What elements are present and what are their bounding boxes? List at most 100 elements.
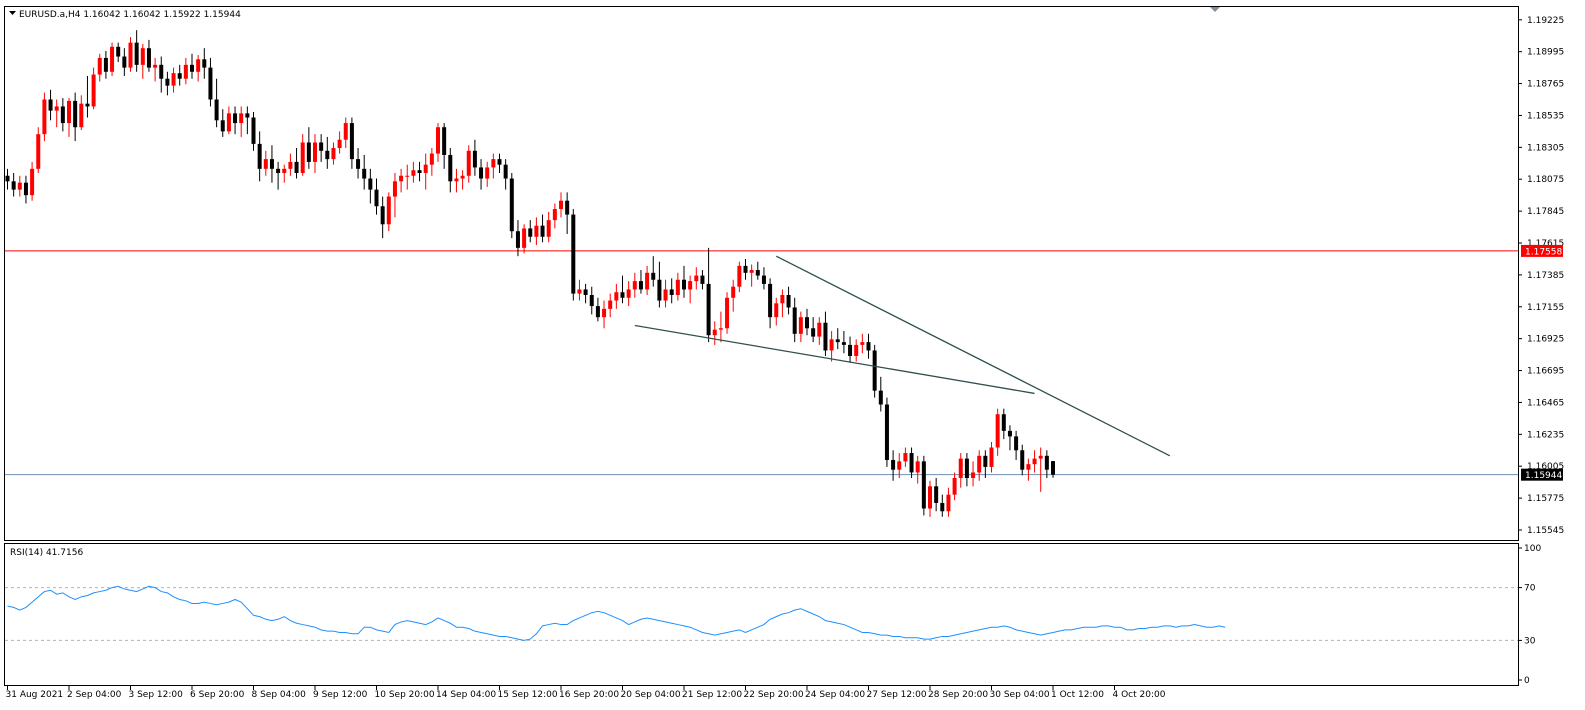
candle [645, 265, 650, 295]
candle-body [829, 339, 834, 351]
candle [411, 161, 416, 183]
candle-body [928, 486, 932, 509]
candle-body [694, 275, 699, 282]
lower-trendline[interactable] [634, 324, 1035, 395]
candle [755, 261, 760, 280]
candle [294, 148, 299, 179]
candle-body [552, 209, 557, 221]
candle-body [239, 113, 244, 124]
time-tick-label: 1 Oct 12:00 [1051, 690, 1104, 700]
candle-body [460, 175, 465, 179]
candle [964, 453, 969, 487]
candle [595, 297, 600, 322]
candle [23, 175, 28, 204]
candle [257, 131, 262, 182]
candle-body [669, 289, 674, 295]
candle-body [374, 189, 379, 207]
candle [928, 480, 932, 517]
price-tick-label: 1.16235 [1527, 430, 1564, 440]
candle-body [663, 289, 668, 301]
candle [577, 279, 582, 301]
candle [989, 441, 994, 473]
candle-body [688, 281, 693, 290]
candle [472, 139, 477, 176]
rsi-tick-label: 100 [1524, 544, 1541, 554]
rsi-line [7, 585, 1226, 641]
candle-body [97, 57, 102, 75]
candle [1032, 450, 1037, 473]
time-tick-label: 15 Sep 12:00 [498, 690, 558, 700]
candle-body [503, 164, 508, 179]
candle [313, 134, 317, 173]
candle [288, 153, 293, 176]
time-tick-label: 10 Sep 20:00 [375, 690, 435, 700]
candle [1044, 450, 1049, 478]
candle-body [971, 472, 976, 478]
candle [128, 37, 133, 72]
rsi-plot-area[interactable] [5, 585, 1518, 641]
candle-body [331, 148, 336, 160]
candle-body [964, 458, 969, 478]
time-axis[interactable]: 31 Aug 2021 2 Sep 04:00 3 Sep 12:00 6 Sep 2… [6, 686, 1166, 700]
candle [712, 321, 717, 345]
candle-body [220, 120, 225, 132]
candle [823, 311, 828, 356]
candle-body [288, 161, 293, 169]
candle [171, 67, 176, 93]
price-axis[interactable]: 1.19225 1.18995 1.18765 1.18535 1.18305 1.180… [1518, 16, 1564, 536]
candle-body [921, 461, 926, 509]
candle-body [5, 175, 10, 182]
candle [325, 136, 330, 169]
candle [183, 57, 188, 85]
time-tick-label: 2 Sep 04:00 [67, 690, 122, 700]
candle [792, 297, 797, 343]
candle-body [116, 46, 121, 57]
candle-body [479, 167, 484, 179]
candle [54, 99, 59, 128]
candle [940, 494, 945, 517]
candle-body [429, 153, 434, 165]
candle-body [559, 200, 563, 210]
chart-shift-marker-icon[interactable] [1210, 7, 1220, 12]
candle-body [602, 308, 607, 318]
candle-body [91, 74, 96, 107]
candle-body [755, 270, 760, 276]
candle [91, 67, 96, 110]
candle-body [522, 228, 527, 248]
candle-body [491, 159, 496, 168]
candle [368, 168, 373, 204]
candle [638, 270, 643, 294]
candle-body [645, 272, 650, 290]
candle [503, 159, 508, 190]
candle-body [638, 281, 643, 290]
candle-body [54, 106, 59, 111]
candle [392, 172, 397, 218]
candle [196, 55, 201, 82]
symbol-dropdown-icon[interactable] [9, 11, 16, 15]
candle [153, 57, 158, 82]
candle [626, 281, 631, 307]
candle [466, 145, 471, 183]
candle-body [42, 99, 47, 135]
candle [103, 50, 108, 79]
candle-body [337, 139, 342, 149]
time-tick-label: 21 Sep 12:00 [682, 690, 742, 700]
candle-body [854, 344, 859, 356]
candle-body [848, 344, 853, 356]
resistance-line-price-label: 1.17558 [1525, 247, 1562, 257]
upper-trendline[interactable] [775, 255, 1171, 457]
candle-body [884, 404, 889, 460]
candle [226, 106, 231, 135]
candle-body [485, 167, 490, 179]
time-tick-label: 31 Aug 2021 [6, 690, 64, 700]
price-tick-label: 1.15545 [1527, 526, 1564, 536]
candle-body [952, 477, 957, 495]
candle-body [1001, 414, 1006, 431]
candle-body [294, 161, 299, 173]
candle-body [805, 317, 809, 329]
candle [42, 92, 47, 142]
candle-body [565, 200, 570, 215]
rsi-tick-label: 30 [1524, 636, 1536, 646]
main-plot-area[interactable] [5, 30, 1518, 517]
